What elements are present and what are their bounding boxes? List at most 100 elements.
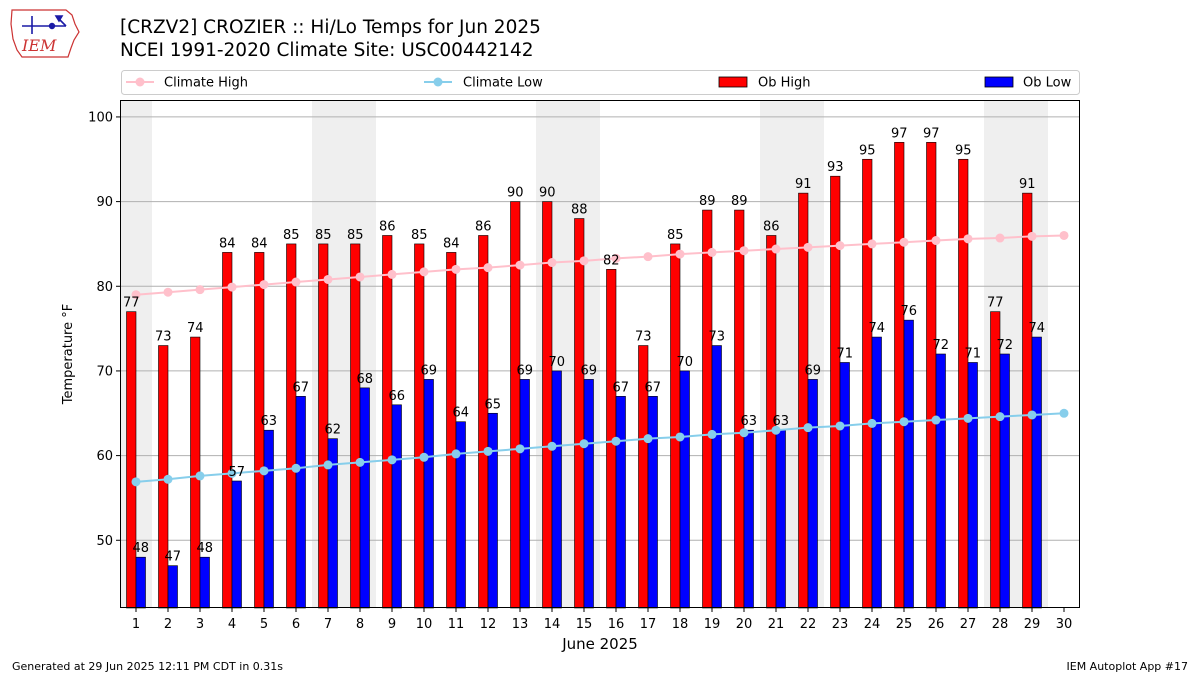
y-axis-label: Temperature °F [61, 304, 76, 405]
ob-low-label-day-12: 65 [484, 397, 501, 412]
x-tick-label-30: 30 [1056, 617, 1073, 632]
x-tick-label-17: 17 [640, 617, 657, 632]
ob-high-label-day-19: 89 [699, 194, 716, 209]
ob-high-label-day-29: 91 [1019, 177, 1036, 192]
legend-ob-low-swatch [984, 76, 1014, 88]
y-gridlines [120, 116, 1080, 541]
ob-low-label-day-11: 64 [452, 406, 469, 421]
bar-value-labels: 77 73 74 84 84 85 85 85 86 85 84 86 90 90 88 82 73 85 89 89… [123, 126, 1045, 564]
ob-high-bar-day-29 [1022, 192, 1033, 609]
climate-high-point-day-10 [419, 267, 429, 277]
climate-high-point-day-18 [675, 249, 685, 259]
ob-high-label-day-2: 73 [155, 330, 172, 345]
ob-low-bar-day-21 [775, 429, 786, 609]
x-tick-label-13: 13 [512, 617, 529, 632]
climate-low-point-day-26 [931, 415, 941, 425]
ob-low-bar-day-25 [903, 319, 914, 609]
x-tick-label-11: 11 [448, 617, 465, 632]
x-tick-label-23: 23 [832, 617, 849, 632]
ob-low-bar-day-18 [679, 370, 690, 609]
chart-title-line-2: NCEI 1991-2020 Climate Site: USC00442142 [120, 40, 534, 61]
ob-low-label-day-7: 62 [324, 423, 341, 438]
ob-high-label-day-22: 91 [795, 177, 812, 192]
climate-low-point-day-10 [419, 452, 429, 462]
climate-high-line [135, 234, 1065, 296]
x-tick-label-19: 19 [704, 617, 721, 632]
ob-low-bar-day-4 [231, 480, 242, 609]
logo-text: IEM [21, 36, 57, 55]
legend-climate-high-label: Climate High [164, 76, 248, 91]
ob-high-label-day-7: 85 [315, 228, 332, 243]
ob-high-label-day-24: 95 [859, 143, 876, 158]
ob-low-bar-day-28 [999, 353, 1010, 609]
climate-low-point-day-21 [771, 425, 781, 435]
ob-low-label-day-25: 76 [900, 304, 917, 319]
ob-low-bar-day-2 [167, 565, 178, 609]
ob-high-bar-day-15 [574, 218, 585, 609]
ob-high-bar-day-18 [670, 243, 681, 609]
ob-low-label-day-4: 57 [228, 465, 245, 480]
x-tick-label-6: 6 [292, 617, 300, 632]
climate-high-point-day-15 [579, 256, 589, 266]
ob-high-bar-day-1 [126, 311, 137, 609]
climate-low-point-day-9 [387, 455, 397, 465]
ob-low-bar-day-17 [647, 396, 658, 609]
ob-low-label-day-22: 69 [804, 363, 821, 378]
climate-low-point-day-20 [739, 428, 749, 438]
x-tick-label-9: 9 [388, 617, 396, 632]
ob-high-label-day-26: 97 [923, 126, 940, 141]
climate-low-point-day-30 [1059, 408, 1069, 418]
y-tick-label-50: 50 [96, 534, 113, 549]
ob-high-label-day-17: 73 [635, 330, 652, 345]
ob-low-label-day-17: 67 [644, 380, 661, 395]
x-tick-label-27: 27 [960, 617, 977, 632]
ob-low-label-day-10: 69 [420, 363, 437, 378]
ob-low-label-day-16: 67 [612, 380, 629, 395]
x-axis-label: June 2025 [561, 635, 638, 653]
climate-high-point-day-2 [163, 287, 173, 297]
x-tick-label-7: 7 [324, 617, 332, 632]
x-tick-label-18: 18 [672, 617, 689, 632]
x-tick-label-28: 28 [992, 617, 1009, 632]
iem-logo: IEM [10, 9, 80, 58]
plot-frame [120, 100, 1080, 608]
ob-low-label-day-24: 74 [868, 321, 885, 336]
x-tick-label-10: 10 [416, 617, 433, 632]
ob-low-label-day-27: 71 [964, 346, 981, 361]
ob-high-bar-day-11 [446, 252, 457, 609]
ob-low-label-day-13: 69 [516, 363, 533, 378]
x-tick-label-5: 5 [260, 617, 268, 632]
y-tick-label-80: 80 [96, 280, 113, 295]
legend-ob-high-label: Ob High [758, 76, 811, 91]
ob-low-label-day-15: 69 [580, 363, 597, 378]
climate-low-point-day-17 [643, 434, 653, 444]
ob-high-bar-day-6 [286, 243, 297, 609]
climate-low-line [135, 412, 1065, 483]
climate-low-point-day-22 [803, 423, 813, 433]
ob-high-bar-day-20 [734, 209, 745, 609]
climate-low-point-day-25 [899, 417, 909, 427]
x-tick-label-12: 12 [480, 617, 497, 632]
climate-high-point-day-19 [707, 247, 717, 257]
app-credit: IEM Autoplot App #17 [1066, 660, 1189, 673]
climate-high-point-day-26 [931, 236, 941, 246]
ob-high-label-day-28: 77 [987, 296, 1004, 311]
climate-low-point-day-3 [195, 471, 205, 481]
climate-low-point-day-18 [675, 432, 685, 442]
x-tick-label-21: 21 [768, 617, 785, 632]
ob-low-label-day-3: 48 [196, 541, 213, 556]
ob-high-bar-day-10 [414, 243, 425, 609]
ob-low-label-day-6: 67 [292, 380, 309, 395]
ob-low-bar-day-1 [135, 556, 146, 609]
x-tick-label-16: 16 [608, 617, 625, 632]
climate-high-point-day-20 [739, 246, 749, 256]
ob-high-label-day-15: 88 [571, 203, 588, 218]
climate-low-point-day-2 [163, 474, 173, 484]
x-tick-label-26: 26 [928, 617, 945, 632]
climate-high-point-day-13 [515, 260, 525, 270]
ob-high-label-day-25: 97 [891, 126, 908, 141]
x-tick-label-8: 8 [356, 617, 364, 632]
ob-high-bar-day-23 [830, 175, 841, 609]
climate-low-point-day-8 [355, 457, 365, 467]
ob-low-bar-day-19 [711, 345, 722, 609]
